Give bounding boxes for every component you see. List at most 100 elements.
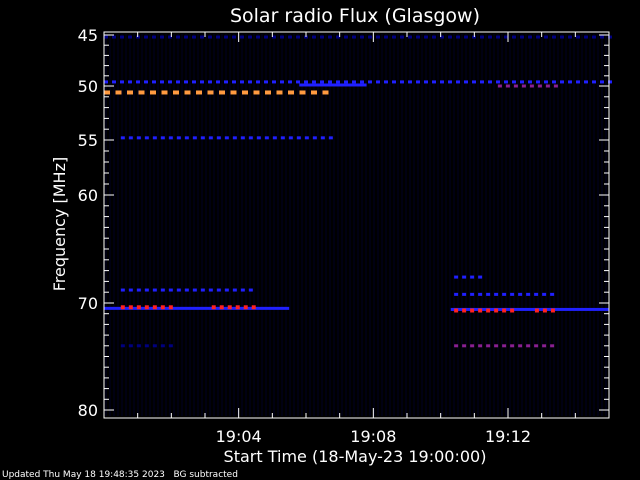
band-dash bbox=[608, 80, 612, 84]
band-dash bbox=[184, 136, 189, 140]
band-dash bbox=[408, 80, 412, 84]
band-dash bbox=[513, 84, 518, 88]
band-dash bbox=[272, 136, 277, 140]
band-dash bbox=[136, 35, 140, 39]
band-dash bbox=[534, 344, 539, 348]
band-dash bbox=[392, 35, 396, 39]
band-dash bbox=[360, 80, 364, 84]
band-dash bbox=[521, 84, 526, 88]
band-dash bbox=[553, 84, 558, 88]
band-dash bbox=[496, 80, 500, 84]
band-dash bbox=[120, 136, 125, 140]
band-dash bbox=[408, 35, 412, 39]
band-dash bbox=[240, 288, 245, 292]
band-dash bbox=[184, 90, 191, 95]
band-dash bbox=[311, 90, 317, 95]
band-dash bbox=[542, 344, 547, 348]
band-dash bbox=[128, 35, 132, 39]
band-dash bbox=[280, 80, 284, 84]
band-dash bbox=[296, 80, 300, 84]
band-dash bbox=[208, 35, 212, 39]
band-dash bbox=[104, 35, 108, 39]
band-dash bbox=[264, 35, 268, 39]
y-tick-label: 70 bbox=[78, 294, 98, 313]
band-dash bbox=[416, 80, 420, 84]
band-dash bbox=[208, 288, 213, 292]
chart-title: Solar radio Flux (Glasgow) bbox=[230, 5, 480, 27]
updated-timestamp: Updated Thu May 18 19:48:35 2023 bbox=[2, 470, 165, 480]
band-dash bbox=[128, 344, 133, 348]
band-dash bbox=[600, 35, 604, 39]
band-dash bbox=[136, 288, 141, 292]
band-dash bbox=[216, 288, 221, 292]
band-dash bbox=[120, 35, 124, 39]
band-dash bbox=[168, 136, 173, 140]
band-dash bbox=[502, 292, 507, 296]
band-dash bbox=[494, 308, 499, 313]
band-dash bbox=[208, 80, 212, 84]
band-dash bbox=[584, 35, 588, 39]
band-dash bbox=[328, 136, 333, 140]
band-dash bbox=[144, 305, 149, 310]
band-dash bbox=[144, 344, 149, 348]
band-dash bbox=[496, 35, 500, 39]
band-dash bbox=[552, 35, 556, 39]
band-dash bbox=[256, 80, 260, 84]
band-dash bbox=[104, 90, 110, 95]
band-dash bbox=[253, 90, 260, 95]
band-dash bbox=[243, 305, 248, 310]
band-dash bbox=[272, 35, 276, 39]
band-dash bbox=[265, 90, 271, 95]
band-dash bbox=[128, 136, 133, 140]
band-dash bbox=[320, 80, 324, 84]
band-dash bbox=[192, 288, 197, 292]
band-dash bbox=[462, 292, 467, 296]
band-dash bbox=[230, 90, 237, 95]
band-dash bbox=[510, 344, 515, 348]
band-dash bbox=[510, 292, 515, 296]
band-dash bbox=[152, 80, 156, 84]
band-dash bbox=[320, 136, 325, 140]
band-dash bbox=[576, 35, 580, 39]
band-dash bbox=[235, 305, 240, 310]
band-dash bbox=[576, 80, 580, 84]
band-dash bbox=[160, 136, 165, 140]
band-dash bbox=[304, 136, 309, 140]
plot-frame bbox=[103, 31, 610, 419]
band-dash bbox=[161, 90, 168, 95]
band-dash bbox=[454, 344, 459, 348]
band-dash bbox=[138, 90, 145, 95]
band-dash bbox=[486, 308, 491, 313]
band-dash bbox=[176, 35, 180, 39]
band-dash bbox=[552, 80, 556, 84]
band-dash bbox=[462, 308, 467, 313]
band-dash bbox=[200, 80, 204, 84]
band-dash bbox=[478, 308, 483, 313]
band-dash bbox=[152, 305, 157, 310]
band-dash bbox=[144, 288, 149, 292]
band-dash bbox=[152, 288, 157, 292]
x-tick-label: 19:04 bbox=[216, 427, 262, 446]
band-dash bbox=[470, 292, 475, 296]
x-tick-label: 19:08 bbox=[350, 427, 396, 446]
band-dash bbox=[478, 275, 483, 279]
band-dash bbox=[112, 35, 116, 39]
band-dash bbox=[104, 80, 108, 84]
band-dash bbox=[115, 90, 122, 95]
band-dash bbox=[192, 35, 196, 39]
band-dash bbox=[529, 84, 534, 88]
band-dash bbox=[288, 80, 292, 84]
band-dash bbox=[344, 80, 348, 84]
band-dash bbox=[352, 80, 356, 84]
band-dash bbox=[456, 35, 460, 39]
band-dash bbox=[152, 35, 156, 39]
band-dash bbox=[510, 308, 515, 313]
band-dash bbox=[544, 35, 548, 39]
band-dash bbox=[488, 80, 492, 84]
band-dash bbox=[152, 136, 157, 140]
band-dash bbox=[322, 90, 329, 95]
band-dash bbox=[200, 288, 205, 292]
band-dash bbox=[505, 84, 510, 88]
band-dash bbox=[160, 35, 164, 39]
